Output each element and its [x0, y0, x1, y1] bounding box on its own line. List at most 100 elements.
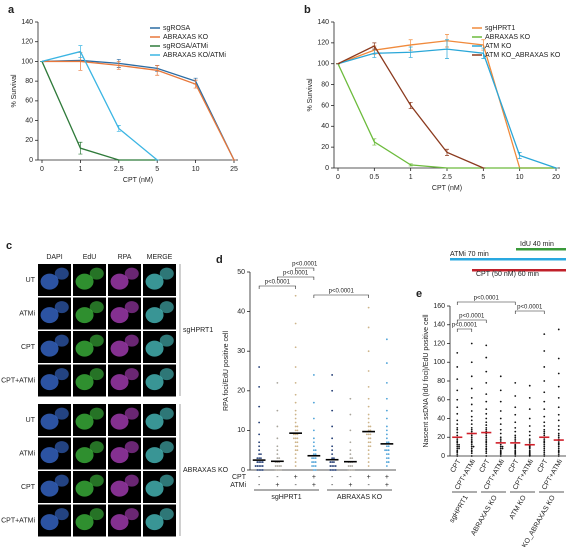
nucleus — [54, 368, 69, 381]
data-point — [347, 465, 350, 467]
y-axis-label: % Survival — [307, 78, 314, 112]
nucleus — [124, 368, 139, 381]
data-point — [528, 430, 531, 433]
significance-bracket — [258, 285, 296, 289]
data-point — [278, 465, 281, 467]
column-label: EdU — [83, 254, 97, 261]
data-point — [485, 455, 488, 457]
nucleus — [54, 334, 69, 347]
data-point — [294, 441, 297, 444]
nucleus — [54, 407, 69, 420]
data-point — [485, 438, 488, 441]
data-point — [557, 372, 560, 375]
data-point — [385, 461, 388, 463]
data-point — [312, 465, 315, 467]
group-label: ABRAXAS KO — [183, 467, 229, 474]
nucleus — [124, 301, 139, 314]
data-point — [258, 433, 261, 436]
data-point — [499, 440, 502, 442]
x-tick-label: 5 — [481, 174, 485, 181]
panel-letter: c — [6, 240, 12, 252]
data-point — [485, 412, 488, 415]
data-point — [367, 385, 370, 388]
condition-value: + — [294, 474, 298, 481]
data-point — [367, 461, 370, 463]
data-point — [274, 469, 277, 471]
nucleus — [110, 340, 129, 357]
y-tick-label: 80 — [437, 378, 445, 385]
nucleus — [75, 447, 94, 464]
row-label: ATMi — [19, 450, 35, 457]
y-tick-label: 140 — [433, 322, 445, 329]
data-point — [385, 445, 388, 448]
data-point — [311, 461, 313, 463]
panel-letter: b — [304, 4, 311, 16]
data-point — [276, 437, 279, 440]
data-point — [458, 443, 460, 446]
x-tick-label: 1 — [409, 174, 413, 181]
data-point — [470, 361, 473, 364]
x-tick-label: CPT — [479, 458, 492, 474]
data-point — [258, 366, 261, 368]
data-point — [367, 453, 370, 456]
data-point — [256, 461, 259, 463]
y-tick-label: 120 — [433, 340, 445, 347]
data-point — [470, 443, 473, 446]
data-point — [294, 445, 297, 448]
data-point — [557, 453, 560, 456]
data-point — [387, 461, 390, 463]
schematic-label: ATMi 70 min — [450, 251, 489, 258]
significance-bracket — [456, 319, 487, 323]
data-point — [543, 453, 546, 456]
data-point — [280, 469, 282, 471]
data-point — [499, 449, 502, 452]
data-point — [258, 421, 261, 424]
data-point — [543, 432, 546, 435]
data-point — [331, 409, 334, 412]
panel-letter: e — [416, 288, 422, 300]
data-point — [528, 434, 531, 437]
data-point — [485, 424, 488, 426]
row-label: UT — [26, 277, 36, 284]
data-point — [557, 396, 560, 399]
nucleus — [159, 474, 174, 487]
nucleus — [159, 508, 174, 521]
nucleus — [110, 480, 129, 497]
data-point — [294, 322, 297, 325]
data-point — [485, 436, 488, 439]
legend-label: sgHPRT1 — [485, 25, 515, 32]
data-point — [514, 406, 517, 409]
significance-bracket — [456, 328, 473, 332]
data-point — [485, 421, 488, 424]
data-point — [514, 438, 517, 441]
data-point — [387, 453, 390, 456]
data-point — [292, 437, 295, 440]
genotype-label: ABRAXAS KO — [337, 494, 383, 501]
data-point — [514, 443, 517, 446]
data-point — [528, 441, 531, 444]
data-point — [294, 425, 297, 428]
data-point — [470, 423, 473, 426]
data-point — [543, 400, 546, 403]
data-point — [367, 449, 370, 452]
data-point — [543, 380, 546, 382]
data-point — [528, 384, 531, 387]
data-point — [456, 398, 459, 401]
data-point — [294, 393, 297, 396]
column-label: RPA — [118, 254, 132, 261]
row-label: CPT — [21, 344, 36, 351]
data-point — [543, 350, 546, 352]
data-point — [369, 437, 372, 440]
data-point — [499, 432, 502, 435]
data-point — [369, 425, 372, 428]
data-point — [456, 434, 459, 437]
data-point — [485, 356, 488, 359]
data-point — [543, 440, 546, 442]
data-point — [470, 426, 473, 429]
y-tick-label: 10 — [237, 427, 245, 434]
data-point — [456, 426, 459, 429]
data-point — [258, 457, 261, 460]
x-tick-label: 25 — [230, 166, 238, 173]
data-point — [349, 397, 352, 400]
data-point — [294, 437, 297, 440]
